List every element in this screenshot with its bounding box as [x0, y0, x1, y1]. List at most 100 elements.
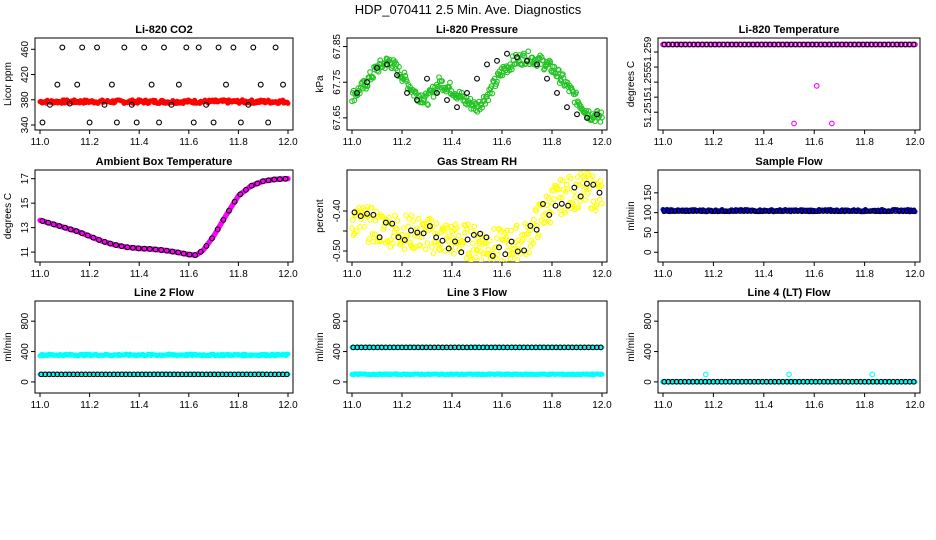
data-point — [584, 170, 590, 177]
data-point — [806, 208, 812, 214]
data-point — [498, 257, 505, 262]
data-point — [483, 234, 490, 241]
data-point — [582, 197, 589, 203]
x-tick-label: 12.0 — [905, 137, 925, 148]
data-point — [351, 209, 358, 216]
data-point — [424, 75, 430, 82]
data-point — [477, 230, 484, 237]
data-point — [740, 208, 747, 214]
data-point — [571, 184, 578, 191]
panel-ambient: Ambient Box Temperature degrees C 11.0 11.2… — [3, 156, 298, 280]
data-point — [489, 90, 496, 97]
data-point — [493, 81, 500, 87]
data-point — [259, 178, 266, 185]
data-point — [599, 371, 605, 377]
data-point — [773, 208, 780, 214]
data-point — [878, 208, 885, 214]
data-point — [356, 90, 363, 97]
data-point — [828, 120, 835, 127]
data-point — [265, 119, 272, 126]
data-point — [271, 176, 278, 183]
data-point — [429, 244, 435, 250]
data-point — [254, 180, 261, 187]
y-tick-label: 800 — [20, 312, 31, 329]
panel-sample_flow: Sample Flow ml/min 11.0 11.2 11.4 11.6 11.8 12.… — [626, 156, 925, 280]
data-point — [50, 221, 57, 228]
data-point — [101, 238, 108, 245]
data-point — [470, 247, 477, 253]
data-point — [66, 371, 73, 378]
data-point — [497, 72, 503, 79]
data-point — [497, 226, 503, 233]
data-point — [430, 250, 437, 257]
data-point — [429, 223, 436, 230]
x-tick-label: 11.4 — [754, 400, 773, 411]
data-point — [133, 119, 140, 126]
data-point — [245, 101, 252, 108]
data-point — [183, 371, 189, 378]
data-point — [755, 208, 762, 214]
plot-frame — [346, 300, 608, 394]
x-tick-label: 11.8 — [855, 269, 874, 280]
data-point — [226, 207, 232, 214]
data-point — [555, 186, 561, 193]
data-point — [187, 371, 194, 378]
data-point — [410, 218, 416, 224]
x-tick-label: 12.0 — [905, 269, 925, 280]
data-point — [697, 208, 704, 214]
data-point — [577, 198, 583, 205]
plot-area — [37, 175, 291, 259]
data-point — [480, 250, 487, 257]
data-point — [541, 66, 547, 73]
panel-title: Ambient Box Temperature — [96, 156, 233, 168]
data-point — [892, 208, 899, 214]
data-point — [575, 204, 582, 211]
data-point — [384, 61, 390, 68]
data-point — [408, 227, 414, 234]
data-point — [683, 208, 689, 214]
data-point — [478, 257, 485, 262]
data-point — [562, 209, 569, 216]
data-point — [527, 222, 534, 229]
x-tick-label: 11.0 — [654, 400, 673, 411]
x-tick-label: 11.0 — [343, 400, 362, 411]
data-point — [250, 44, 257, 51]
data-point — [487, 237, 493, 244]
data-point — [403, 212, 409, 219]
data-point — [498, 229, 504, 235]
data-point — [474, 247, 481, 254]
data-point — [237, 119, 244, 126]
data-point — [586, 185, 593, 191]
data-point — [369, 231, 376, 237]
data-point — [46, 101, 53, 108]
data-point — [422, 246, 429, 253]
data-point — [479, 104, 485, 111]
data-point — [90, 371, 97, 378]
data-point — [470, 232, 477, 238]
panel-title: Line 3 Flow — [447, 287, 507, 299]
data-point — [106, 371, 113, 378]
data-point — [113, 242, 119, 249]
y-tick-label: 400 — [332, 343, 343, 360]
data-point — [583, 107, 590, 114]
data-point — [418, 230, 424, 237]
x-tick-label: 11.6 — [179, 269, 198, 280]
y-tick-label: 0 — [643, 379, 654, 385]
data-point — [510, 251, 517, 258]
data-point — [171, 371, 177, 378]
y-tick-label: 800 — [643, 312, 654, 329]
data-point — [231, 198, 238, 205]
data-point — [809, 208, 816, 214]
data-point — [231, 371, 238, 378]
data-point — [444, 97, 450, 103]
data-point — [251, 371, 258, 378]
data-point — [552, 202, 559, 209]
data-point — [110, 371, 117, 378]
data-point — [404, 78, 410, 85]
data-point — [722, 208, 729, 214]
data-point — [593, 202, 600, 208]
data-point — [583, 184, 590, 191]
data-point — [39, 119, 46, 126]
x-tick-label: 11.0 — [31, 269, 50, 280]
data-point — [525, 230, 532, 237]
